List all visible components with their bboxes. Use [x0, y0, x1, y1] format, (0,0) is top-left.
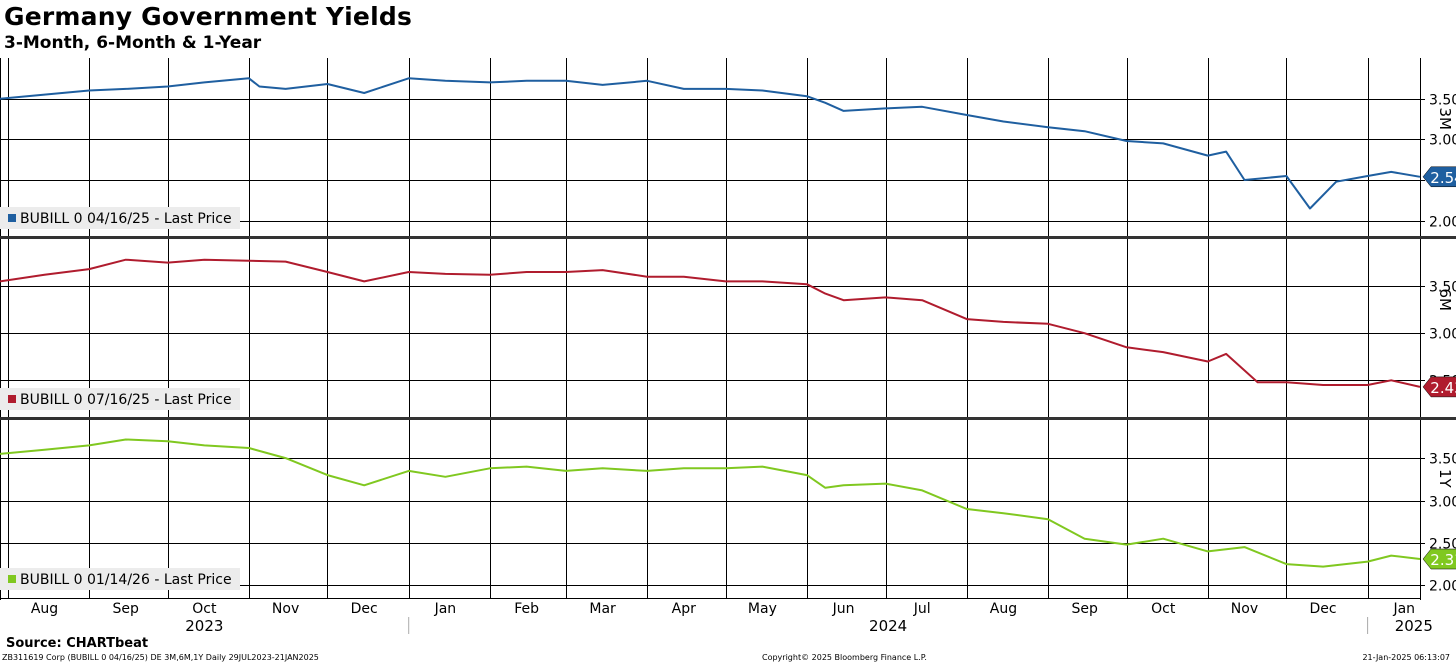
last-value-marker: [1422, 376, 1456, 398]
x-month-label: Dec: [351, 601, 378, 617]
x-month-label: Nov: [272, 601, 299, 617]
last-value-marker: [1422, 548, 1456, 570]
legend-box: [0, 388, 240, 410]
x-month-label: Feb: [514, 601, 539, 617]
last-value-marker: [1422, 166, 1456, 188]
last-value-label: 2.43: [1430, 379, 1456, 397]
series-line-1Y: [0, 438, 1421, 568]
y-tick-label: 3.00: [1429, 133, 1456, 149]
source-note: Source: CHARTbeat: [6, 636, 149, 651]
x-month-label: Jul: [913, 601, 931, 617]
x-month-label: Jan: [434, 601, 457, 617]
footer-copyright: Copyright© 2025 Bloomberg Finance L.P.: [762, 653, 927, 662]
y-tick-label: 3.00: [1429, 327, 1456, 343]
y-tick-label: 3.50: [1429, 280, 1456, 296]
x-month-label: Nov: [1231, 601, 1258, 617]
x-month-label: Sep: [113, 601, 140, 617]
series-line-6M: [0, 258, 1421, 388]
axis-label-3M: 3M: [1436, 108, 1454, 131]
x-month-label: Jan: [1392, 601, 1415, 617]
footer-security-info: ZB311619 Corp (BUBILL 0 04/16/25) DE 3M,…: [2, 653, 319, 662]
x-month-label: Apr: [672, 601, 696, 617]
legend-swatch: [8, 395, 16, 403]
legend-box: [0, 207, 240, 229]
y-tick-label: 2.00: [1429, 215, 1456, 231]
x-month-label: Oct: [192, 601, 217, 617]
series-line-3M: [0, 77, 1421, 210]
last-value-label: 2.54: [1430, 169, 1456, 187]
axis-label-6M: 6M: [1436, 289, 1454, 312]
legend-label: BUBILL 0 04/16/25 - Last Price: [20, 211, 232, 227]
y-tick-label: 3.00: [1429, 495, 1456, 511]
axis-label-1Y: 1Y: [1436, 469, 1454, 489]
y-tick-label: 3.50: [1429, 452, 1456, 468]
x-month-label: Jun: [832, 601, 855, 617]
legend-swatch: [8, 575, 16, 583]
panel-separator: [0, 417, 1456, 420]
legend-swatch: [8, 214, 16, 222]
x-month-label: Mar: [589, 601, 616, 617]
y-tick-label: 2.50: [1429, 537, 1456, 553]
x-year-label: 2024: [869, 617, 907, 635]
chart-title: Germany Government Yields: [4, 2, 413, 31]
y-tick-label: 3.50: [1429, 93, 1456, 109]
legend-box: [0, 568, 240, 590]
x-month-label: May: [748, 601, 777, 617]
x-month-label: Aug: [31, 601, 58, 617]
x-month-label: Dec: [1310, 601, 1337, 617]
y-tick-label: 2.00: [1429, 579, 1456, 595]
legend-label: BUBILL 0 01/14/26 - Last Price: [20, 572, 232, 588]
panel-separator: [0, 236, 1456, 239]
chart-subtitle: 3-Month, 6-Month & 1-Year: [4, 33, 262, 53]
x-year-label: 2025: [1395, 617, 1433, 635]
legend-label: BUBILL 0 07/16/25 - Last Price: [20, 392, 232, 408]
x-year-label: 2023: [185, 617, 223, 635]
x-month-label: Sep: [1071, 601, 1098, 617]
last-value-label: 2.31: [1430, 551, 1456, 569]
x-month-label: Oct: [1151, 601, 1176, 617]
x-month-label: Aug: [990, 601, 1017, 617]
footer-timestamp: 21-Jan-2025 06:13:07: [1362, 653, 1450, 662]
